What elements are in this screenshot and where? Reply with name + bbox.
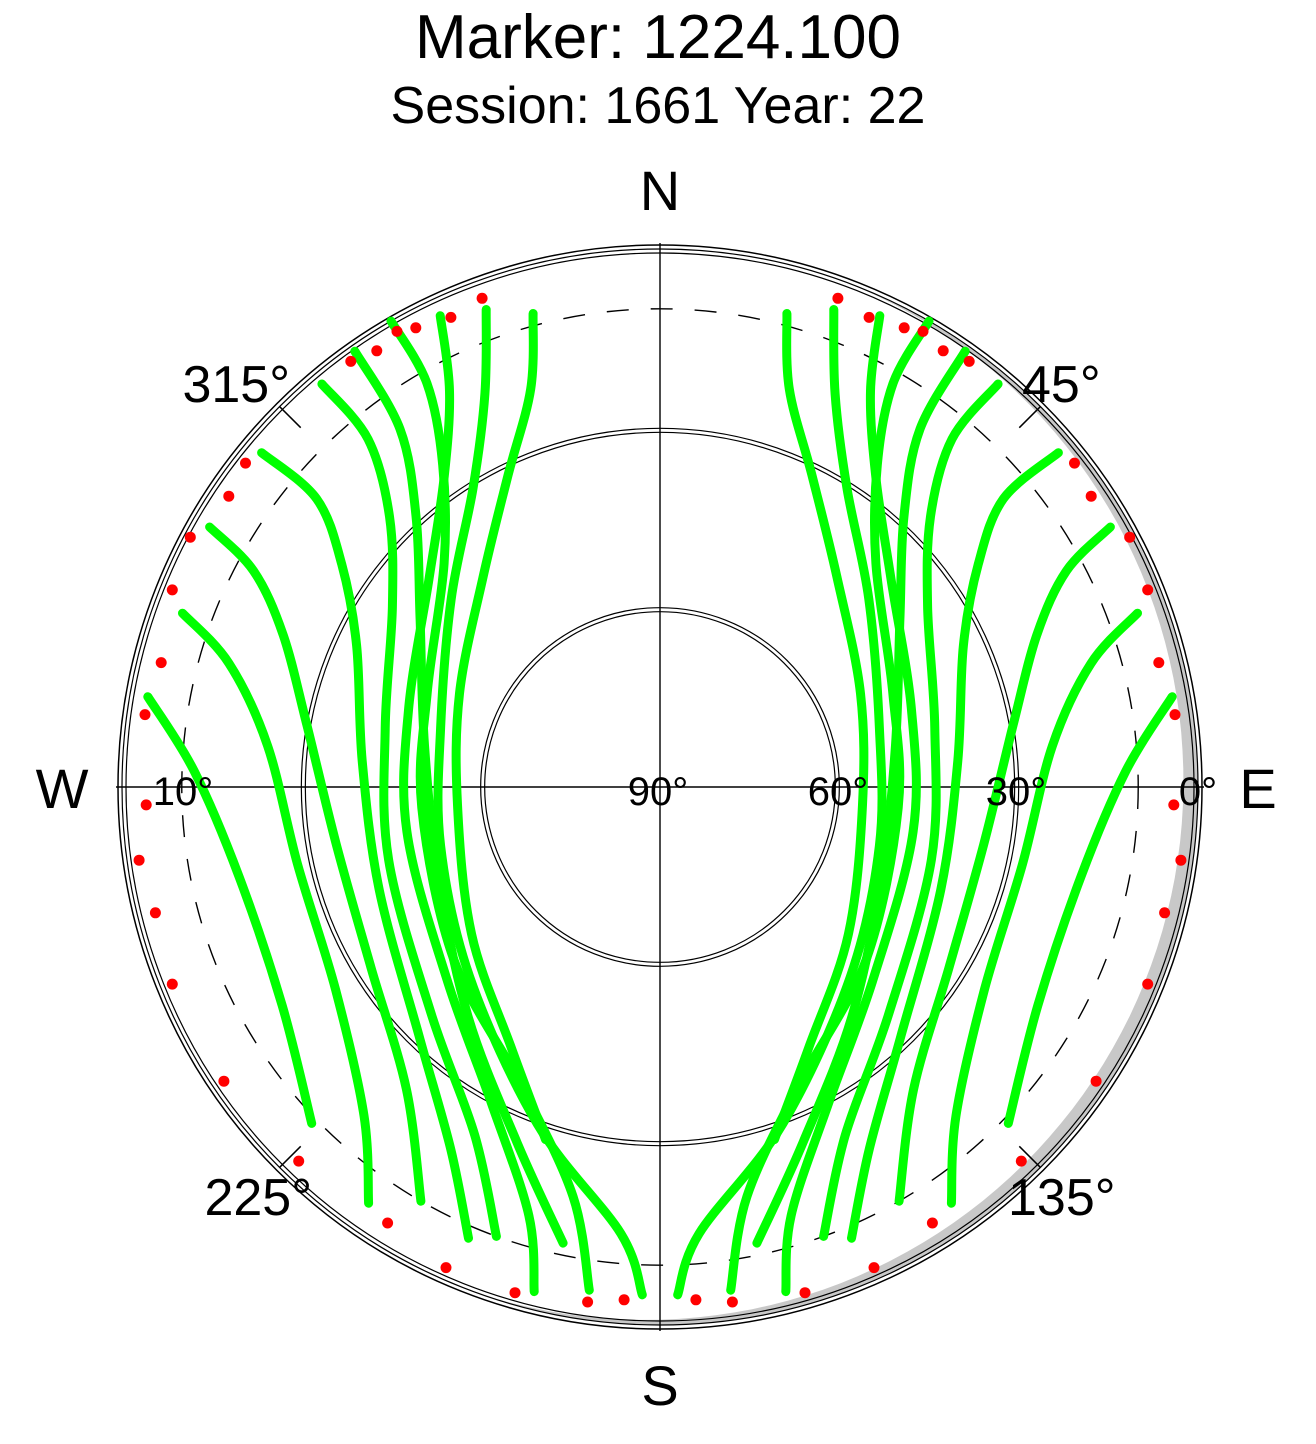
red-point-23 [690,1294,702,1306]
red-point-16 [1142,978,1154,990]
track-6 [946,608,1142,1208]
track-7 [1003,692,1177,1128]
red-point-11 [1153,657,1165,669]
red-point-2 [863,311,875,323]
chart-title: Marker: 1224.100 [415,3,901,72]
red-point-32 [184,531,196,543]
north-label: N [640,159,680,222]
chart-subtitle: Session: 1661 Year: 22 [390,77,926,135]
track-15 [205,522,426,1206]
red-point-13 [1168,799,1180,811]
red-point-18 [1015,1155,1027,1167]
red-point-1 [832,292,844,304]
red-point-28 [371,345,383,357]
azimuth-tick-mark-45 [1018,406,1041,429]
track-8 [673,305,887,1300]
track-16 [178,608,374,1208]
low-elevation-points [133,292,1187,1308]
track-18 [433,305,647,1300]
red-point-30 [240,457,251,469]
azimuth-tick-225: 225° [204,1169,312,1227]
red-point-27 [391,325,403,337]
track-14 [257,448,473,1243]
track-17 [143,692,317,1128]
elevation-tick-60: 60° [808,770,869,814]
south-label: S [641,1354,678,1417]
red-point-45 [582,1296,594,1308]
red-point-31 [223,490,235,502]
west-label: W [36,757,89,820]
track-20 [350,346,568,1248]
red-point-4 [917,325,929,337]
red-point-25 [445,311,457,323]
red-point-39 [166,978,178,990]
red-point-9 [1124,531,1136,543]
red-point-36 [140,799,152,811]
track-13 [317,379,501,1241]
red-point-21 [799,1287,811,1299]
track-19 [451,309,550,1144]
red-point-35 [139,709,151,721]
red-point-17 [1090,1075,1102,1087]
track-10 [752,346,970,1248]
track-2 [781,311,921,1297]
red-point-33 [166,584,178,596]
azimuth-tick-mark-225 [279,1145,302,1168]
elevation-tick-90: 90° [628,770,689,814]
red-point-12 [1169,709,1181,721]
red-point-7 [1069,457,1080,469]
red-point-38 [149,907,161,919]
red-point-22 [726,1296,738,1308]
track-9 [770,309,869,1144]
red-point-10 [1142,584,1154,596]
red-point-26 [410,322,422,334]
east-label: E [1239,757,1276,820]
red-point-43 [440,1262,452,1274]
track-3 [819,379,1003,1241]
red-point-41 [293,1155,305,1167]
red-point-20 [868,1262,880,1274]
red-point-15 [1159,907,1171,919]
satellite-tracks [143,305,1177,1300]
elevation-tick-10-west: 10° [153,770,214,814]
azimuth-tick-mark-135 [1018,1145,1041,1168]
red-point-34 [155,657,167,669]
azimuth-tick-mark-315 [279,406,302,429]
elevation-tick-0: 0° [1179,770,1217,814]
red-point-37 [133,854,145,866]
red-point-5 [937,345,949,357]
red-point-42 [382,1217,394,1229]
red-point-40 [218,1075,230,1087]
red-point-44 [509,1287,521,1299]
red-point-19 [926,1217,938,1229]
track-12 [399,311,539,1297]
track-4 [847,448,1063,1243]
red-point-6 [963,355,975,367]
azimuth-tick-135: 135° [1008,1169,1116,1227]
red-point-24 [476,292,488,304]
polar-grid [116,243,1204,1331]
azimuth-tick-315: 315° [182,356,290,414]
azimuth-tick-45: 45° [1022,356,1101,414]
track-11 [386,316,594,1295]
elevation-tick-30: 30° [986,770,1047,814]
red-point-8 [1085,490,1097,502]
red-point-29 [345,355,357,367]
red-point-3 [898,322,910,334]
red-point-14 [1175,854,1187,866]
red-point-46 [618,1294,630,1306]
track-5 [894,522,1115,1206]
